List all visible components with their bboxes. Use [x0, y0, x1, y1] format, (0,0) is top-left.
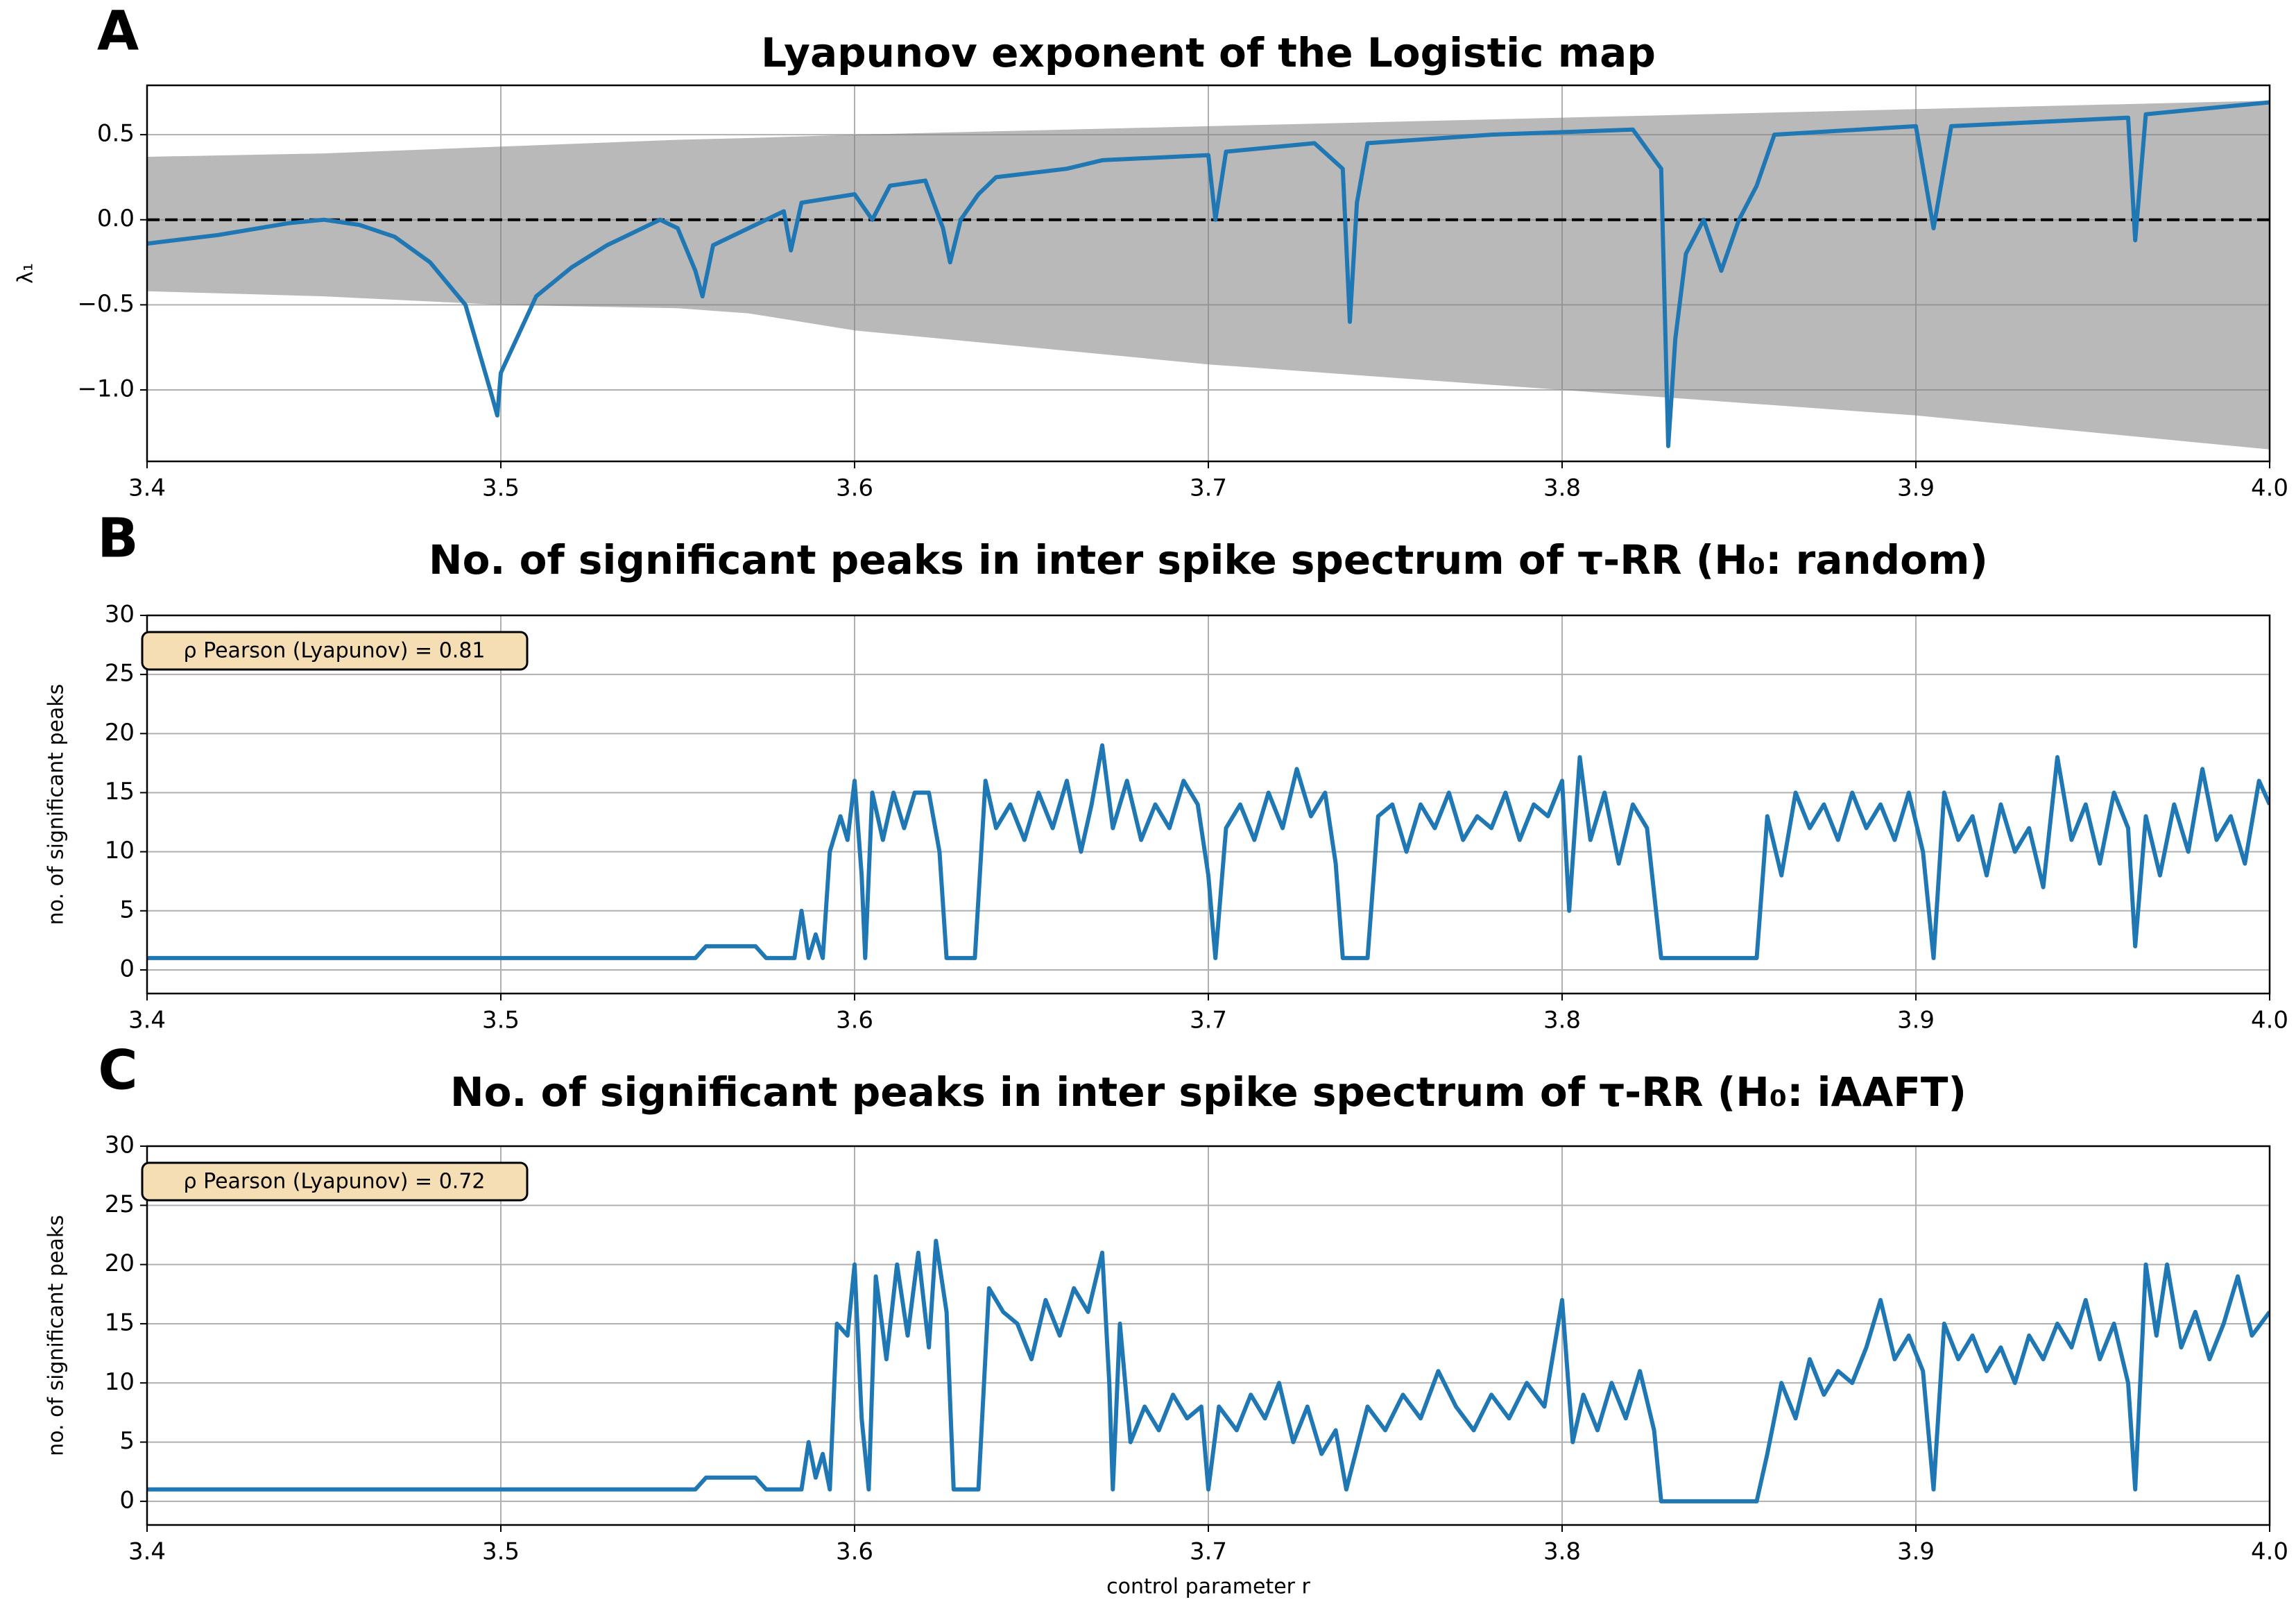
y-tick-label: 0: [119, 955, 135, 982]
x-tick-label: 3.7: [1190, 475, 1227, 502]
annotation: ρ Pearson (Lyapunov) = 0.81: [184, 639, 486, 663]
y-tick-label: −0.5: [77, 290, 135, 318]
y-tick-label: 5: [119, 896, 135, 923]
x-tick-label: 3.8: [1543, 475, 1581, 502]
data-line: [147, 100, 2270, 448]
data-line: [147, 743, 2270, 960]
axes-frame: [146, 84, 2271, 463]
annotation-box: [141, 631, 529, 671]
y-tick-label: 25: [105, 660, 135, 688]
x-tick-label: 4.0: [2251, 475, 2288, 502]
x-tick-label: 3.9: [1897, 475, 1935, 502]
annotation: ρ Pearson (Lyapunov) = 0.72: [184, 1170, 486, 1194]
x-tick-label: 3.8: [1543, 1007, 1581, 1034]
y-tick-label: 15: [105, 778, 135, 806]
y-tick-label: 10: [105, 1368, 135, 1396]
x-tick-label: 3.5: [482, 1538, 520, 1566]
axes-frame: [146, 614, 2271, 995]
x-tick-label: 3.6: [836, 1538, 873, 1566]
x-tick-label: 3.6: [836, 1007, 873, 1034]
panel-label: C: [98, 1039, 137, 1102]
y-tick-label: −1.0: [77, 375, 135, 402]
y-tick-label: 30: [105, 1132, 135, 1159]
y-tick-label: 0.5: [97, 120, 135, 148]
x-axis-label: control parameter r: [1106, 1575, 1310, 1599]
x-tick-label: 3.8: [1543, 1538, 1581, 1566]
data-line: [147, 1238, 2270, 1503]
x-tick-label: 3.9: [1897, 1538, 1935, 1566]
y-tick-label: 30: [105, 601, 135, 629]
axes-frame: [146, 1145, 2271, 1526]
chart-title: No. of significant peaks in inter spike …: [429, 536, 1988, 583]
x-tick-label: 3.7: [1190, 1007, 1227, 1034]
x-tick-label: 3.4: [128, 1538, 166, 1566]
y-tick-label: 25: [105, 1191, 135, 1218]
y-tick-label: 20: [105, 719, 135, 747]
x-tick-label: 3.6: [836, 475, 873, 502]
y-tick-label: 15: [105, 1309, 135, 1336]
x-tick-label: 3.4: [128, 475, 166, 502]
x-tick-label: 4.0: [2251, 1538, 2288, 1566]
x-tick-label: 3.9: [1897, 1007, 1935, 1034]
x-tick-label: 3.7: [1190, 1538, 1227, 1566]
x-tick-label: 3.4: [128, 1007, 166, 1034]
x-tick-label: 3.5: [482, 475, 520, 502]
y-tick-label: 20: [105, 1250, 135, 1277]
bifurcation-band: [147, 101, 2270, 450]
y-axis-label: λ₁: [14, 263, 38, 284]
panel-label: A: [97, 0, 139, 62]
y-tick-label: 0.0: [97, 205, 135, 232]
y-axis-label: no. of significant peaks: [44, 1215, 69, 1456]
y-tick-label: 0: [119, 1486, 135, 1514]
chart-title: Lyapunov exponent of the Logistic map: [761, 29, 1656, 76]
chart-title: No. of significant peaks in inter spike …: [450, 1068, 1967, 1116]
y-tick-label: 10: [105, 837, 135, 864]
x-tick-label: 3.5: [482, 1007, 520, 1034]
panel-label: B: [97, 507, 138, 570]
y-axis-label: no. of significant peaks: [44, 684, 69, 926]
y-tick-label: 5: [119, 1427, 135, 1455]
x-tick-label: 4.0: [2251, 1007, 2288, 1034]
annotation-box: [141, 1161, 529, 1202]
